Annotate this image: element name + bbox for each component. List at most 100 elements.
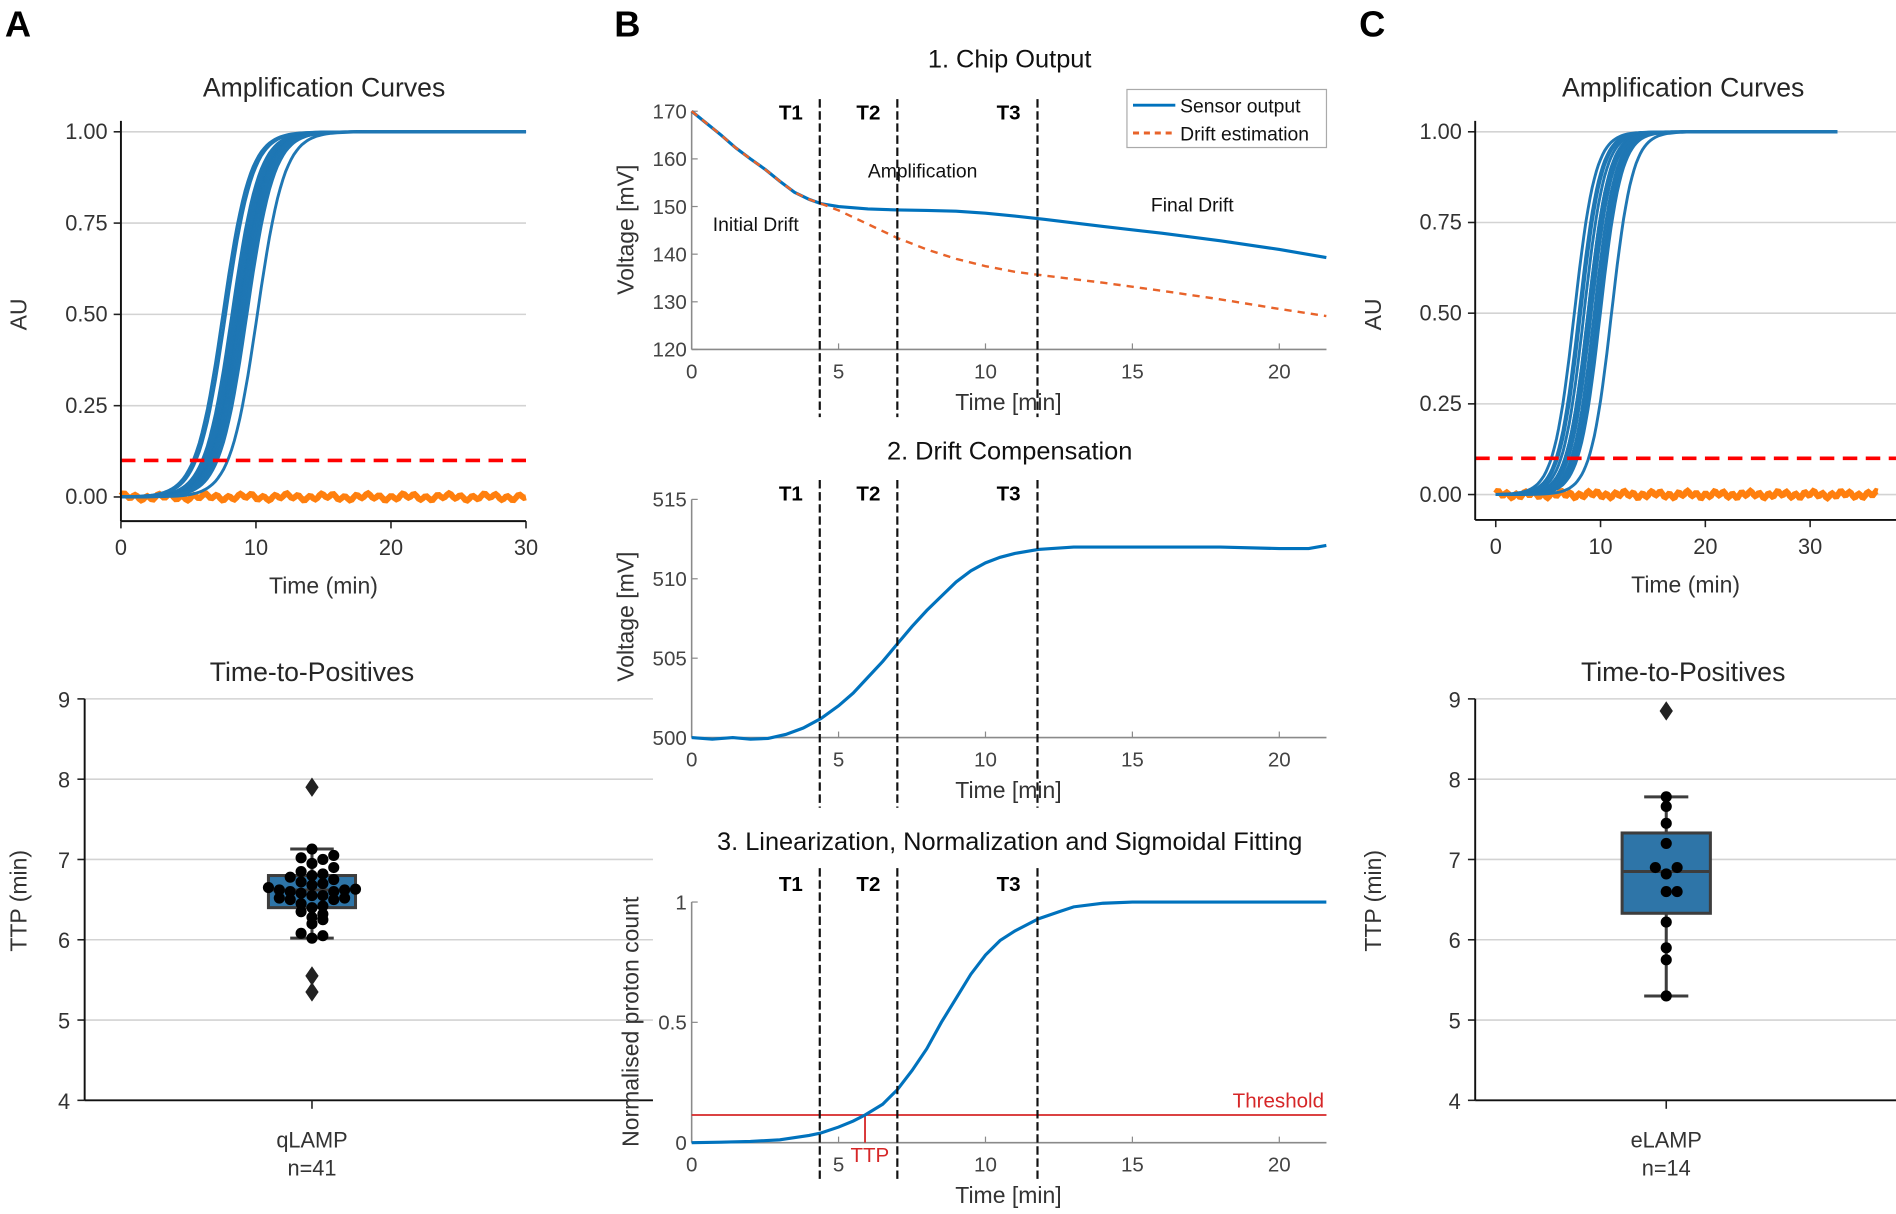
chart-title: Time-to-Positives bbox=[210, 657, 414, 687]
y-tick-label: 510 bbox=[653, 568, 687, 591]
y-tick-label: 1 bbox=[675, 891, 686, 914]
x-tick-label: 5 bbox=[833, 360, 844, 383]
phase-marker-label: T2 bbox=[856, 102, 880, 125]
y-tick-label: 1.00 bbox=[1420, 119, 1462, 144]
data-point bbox=[317, 908, 329, 920]
y-axis-label: TTP (min) bbox=[1360, 850, 1386, 952]
data-point bbox=[306, 879, 318, 891]
legend-box bbox=[1126, 88, 1328, 149]
data-point bbox=[328, 873, 340, 886]
data-point bbox=[317, 877, 329, 890]
y-tick-label: 150 bbox=[653, 196, 687, 219]
x-tick-label: 20 bbox=[1693, 534, 1717, 559]
data-point bbox=[306, 890, 318, 902]
chart-a_ttp: Time-to-Positives TTP (min) 4 5 6 7 8 9 qLAMP n=4… bbox=[6, 657, 653, 1180]
positive-curve bbox=[120, 130, 527, 499]
data-point bbox=[328, 894, 340, 906]
y-tick-label: 0.75 bbox=[65, 210, 107, 235]
data-point bbox=[295, 906, 307, 918]
phase-marker-label: T3 bbox=[997, 873, 1021, 896]
x-tick-label: 0 bbox=[686, 360, 697, 383]
x-axis-label: Time [min] bbox=[955, 777, 1061, 803]
x-tick-label: 10 bbox=[974, 1154, 997, 1177]
data-point bbox=[317, 930, 329, 942]
y-tick-label: 6 bbox=[58, 928, 70, 953]
data-point bbox=[284, 894, 296, 906]
data-point bbox=[295, 887, 307, 899]
series-line-0 bbox=[691, 543, 1327, 741]
phase-annotation: Final Drift bbox=[1151, 195, 1234, 217]
chart-a_amp: Amplification Curves AU 0.00 0.25 0.50 0.75 1.… bbox=[6, 73, 538, 599]
panel-label-c: C bbox=[1359, 3, 1385, 44]
chart-title: 3. Linearization, Normalization and Sigm… bbox=[717, 828, 1302, 856]
y-tick-label: 0.00 bbox=[1420, 482, 1462, 507]
chart-c_ttp: Time-to-Positives TTP (min) 4 5 6 7 8 9 eLAMP n=1… bbox=[1360, 657, 1896, 1180]
chart-b3: 3. Linearization, Normalization and Sigm… bbox=[617, 828, 1327, 1208]
data-point bbox=[1660, 954, 1672, 966]
data-point bbox=[349, 883, 362, 895]
y-tick-label: 7 bbox=[1449, 848, 1461, 873]
data-point bbox=[1649, 861, 1661, 874]
data-point bbox=[328, 849, 340, 862]
y-tick-label: 5 bbox=[1449, 1009, 1461, 1034]
y-tick-label: 7 bbox=[58, 848, 70, 873]
y-tick-label: 6 bbox=[1449, 928, 1461, 953]
data-point bbox=[284, 886, 296, 898]
data-point bbox=[317, 868, 329, 880]
data-point bbox=[295, 865, 307, 878]
x-tick-label: 20 bbox=[1268, 360, 1291, 383]
data-point bbox=[1660, 942, 1672, 954]
y-tick-label: 160 bbox=[653, 148, 687, 171]
x-axis-label: Time (min) bbox=[269, 573, 378, 599]
x-tick-label: 0 bbox=[115, 535, 127, 560]
y-axis-label: AU bbox=[1360, 298, 1386, 330]
legend: Sensor output Drift estimation bbox=[1126, 88, 1328, 149]
data-point bbox=[295, 898, 307, 910]
y-axis-label: TTP (min) bbox=[6, 850, 32, 952]
x-axis-label: Time [min] bbox=[955, 1182, 1061, 1208]
y-tick-label: 5 bbox=[58, 1009, 70, 1034]
y-tick-label: 8 bbox=[1449, 768, 1461, 793]
data-point bbox=[328, 861, 340, 874]
x-tick-label: 10 bbox=[244, 535, 268, 560]
data-point bbox=[1660, 837, 1672, 849]
y-axis-label: Voltage [mV] bbox=[613, 165, 639, 295]
data-point bbox=[1660, 990, 1672, 1002]
series-line-1 bbox=[690, 110, 1327, 318]
chart-title: Amplification Curves bbox=[1562, 73, 1804, 103]
category-label: eLAMP bbox=[1631, 1127, 1702, 1152]
data-point bbox=[1671, 886, 1683, 898]
data-point bbox=[273, 884, 285, 896]
data-point bbox=[306, 857, 318, 870]
x-tick-label: 15 bbox=[1121, 749, 1144, 772]
data-point bbox=[1660, 916, 1672, 928]
phase-marker-label: T2 bbox=[856, 873, 880, 896]
legend-entry: Drift estimation bbox=[1180, 123, 1309, 145]
sample-size-label: n=14 bbox=[1642, 1155, 1691, 1180]
data-point bbox=[306, 843, 318, 855]
y-tick-label: 4 bbox=[1449, 1089, 1461, 1114]
data-point bbox=[295, 876, 307, 888]
y-tick-label: 1.00 bbox=[65, 119, 107, 144]
data-point bbox=[328, 886, 340, 898]
data-point bbox=[1671, 861, 1683, 874]
x-tick-label: 15 bbox=[1121, 1154, 1144, 1177]
chart-title: Time-to-Positives bbox=[1581, 657, 1785, 687]
y-tick-label: 515 bbox=[653, 489, 687, 512]
x-axis-label: Time (min) bbox=[1631, 571, 1740, 597]
phase-marker-label: T2 bbox=[856, 483, 880, 506]
phase-annotation: Amplification bbox=[868, 161, 978, 183]
x-tick-label: 10 bbox=[974, 360, 997, 383]
data-point bbox=[1660, 886, 1672, 898]
data-point bbox=[306, 869, 318, 882]
outlier-marker bbox=[305, 982, 319, 1002]
data-point bbox=[1660, 868, 1672, 880]
y-tick-label: 0.00 bbox=[65, 484, 107, 509]
x-tick-label: 0 bbox=[686, 1154, 697, 1177]
phase-marker-label: T1 bbox=[779, 102, 803, 125]
y-tick-label: 0.50 bbox=[65, 302, 107, 327]
y-tick-label: 0.25 bbox=[1420, 391, 1462, 416]
y-tick-label: 130 bbox=[653, 291, 687, 314]
y-tick-label: 500 bbox=[653, 727, 687, 750]
